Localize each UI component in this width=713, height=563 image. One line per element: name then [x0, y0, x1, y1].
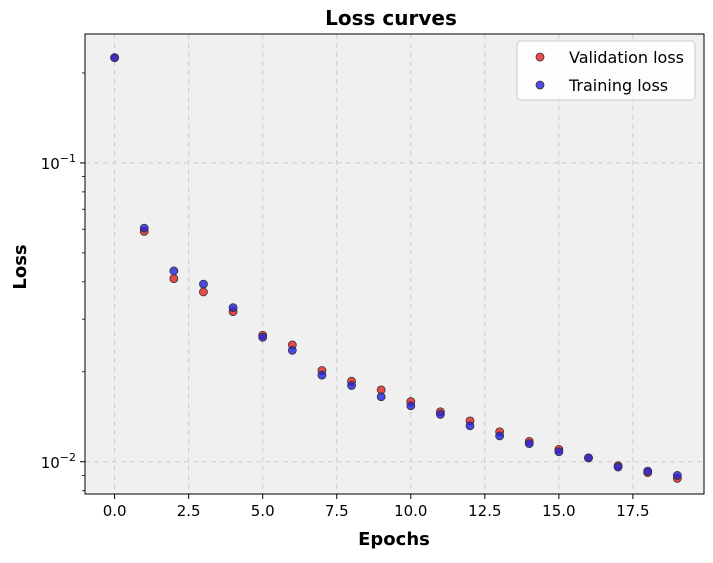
legend-marker-training [535, 80, 545, 90]
data-points [110, 53, 682, 483]
plot-frame [84, 33, 705, 495]
data-point [465, 421, 475, 431]
data-point [169, 266, 179, 276]
legend-label-training: Training loss [568, 76, 668, 95]
data-point [110, 53, 120, 63]
grid-lines [85, 34, 704, 494]
data-point [495, 431, 505, 441]
x-tick-label: 17.5 [616, 502, 649, 520]
data-point [524, 439, 534, 449]
data-point [199, 279, 208, 289]
data-point [672, 471, 682, 480]
data-point [228, 303, 238, 312]
y-axis-title: Loss [10, 244, 31, 289]
data-point [347, 381, 356, 390]
data-point [199, 287, 208, 297]
x-tick-label: 10.0 [394, 502, 427, 520]
y-tick-label: 10−1 [41, 152, 76, 173]
x-axis-ticks: 0.0 2.5 5.0 7.5 10.0 12.5 15.0 17.5 [103, 494, 650, 520]
y-axis-ticks: 10−1 10−2 [41, 72, 85, 492]
data-point [436, 410, 445, 419]
data-point [317, 370, 327, 380]
data-point [258, 332, 268, 342]
data-point [554, 447, 564, 457]
x-tick-label: 7.5 [325, 502, 349, 520]
legend-marker-validation [535, 52, 545, 62]
plot-area [85, 34, 704, 494]
x-tick-label: 2.5 [177, 502, 201, 520]
legend-label-validation: Validation loss [569, 48, 684, 67]
x-tick-label: 0.0 [103, 502, 127, 520]
y-tick-label: 10−2 [41, 451, 76, 472]
data-point [643, 466, 653, 476]
data-point [287, 345, 297, 355]
legend-box [516, 40, 696, 101]
data-point [584, 453, 593, 463]
data-point [169, 274, 179, 284]
x-tick-label: 5.0 [251, 502, 275, 520]
x-tick-label: 15.0 [542, 502, 575, 520]
series-training-loss [110, 53, 682, 480]
x-tick-label: 12.5 [468, 502, 501, 520]
data-point [139, 223, 149, 233]
x-axis-title: Epochs [358, 529, 430, 550]
data-point [406, 401, 416, 411]
data-point [613, 462, 623, 472]
data-point [376, 392, 386, 402]
chart-title: Loss curves [325, 6, 457, 30]
legend: Validation loss Training loss [516, 40, 696, 101]
